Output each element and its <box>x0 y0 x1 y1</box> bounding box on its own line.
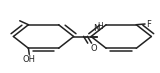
Text: OH: OH <box>23 55 36 64</box>
Text: N: N <box>93 24 100 33</box>
Text: F: F <box>146 19 151 28</box>
Text: H: H <box>98 22 104 31</box>
Text: O: O <box>91 44 97 52</box>
